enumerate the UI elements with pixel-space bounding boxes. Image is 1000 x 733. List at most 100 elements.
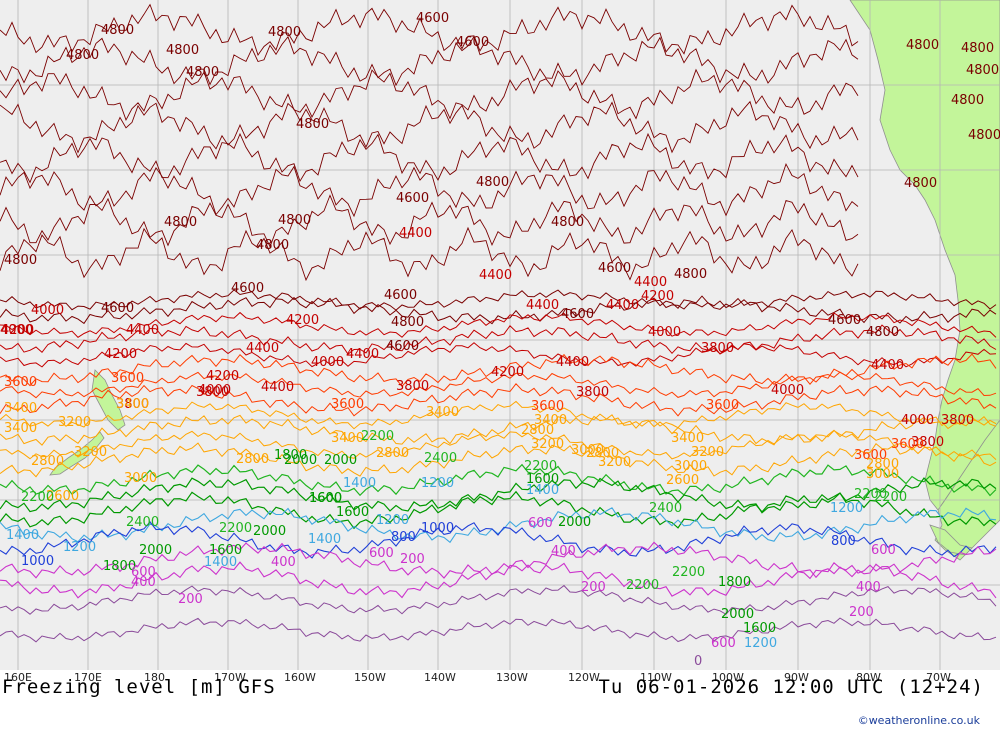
- contour-value-label: 1400: [308, 532, 341, 547]
- site-credit[interactable]: ©weatheronline.co.uk: [857, 714, 980, 727]
- contour-line: [0, 226, 859, 282]
- contour-line: [0, 541, 997, 579]
- contour-value-label: 2000: [721, 607, 754, 622]
- contour-line: [0, 584, 997, 615]
- contour-value-label: 2200: [626, 578, 659, 593]
- contour-value-label: 1200: [376, 513, 409, 528]
- contour-value-label: 1600: [336, 505, 369, 520]
- contour-line: [0, 521, 997, 559]
- contour-value-label: 2200: [361, 429, 394, 444]
- contour-value-label: 4000: [0, 323, 33, 338]
- contour-value-label: 2800: [586, 446, 619, 461]
- contour-value-label: 3600: [854, 448, 887, 463]
- contour-value-label: 200: [849, 605, 874, 620]
- contour-value-label: 600: [711, 636, 736, 651]
- contour-value-label: 3800: [196, 385, 229, 400]
- contour-value-label: 2200: [672, 565, 705, 580]
- contour-value-label: 4000: [311, 355, 344, 370]
- contour-value-label: 2000: [324, 453, 357, 468]
- lat-lon-grid: [0, 0, 1000, 670]
- contour-value-label: 3400: [4, 421, 37, 436]
- contour-value-label: 4800: [476, 175, 509, 190]
- contour-value-label: 4800: [904, 176, 937, 191]
- longitude-tick-label: 80W: [856, 671, 881, 684]
- longitude-tick-label: 180: [144, 671, 165, 684]
- contour-value-label: 3400: [116, 397, 149, 412]
- contour-value-label: 4800: [551, 215, 584, 230]
- contour-value-label: 4000: [901, 413, 934, 428]
- contour-value-label: 3800: [701, 341, 734, 356]
- contour-value-label: 4400: [126, 323, 159, 338]
- contour-value-label: 4200: [104, 347, 137, 362]
- longitude-tick-label: 130W: [496, 671, 528, 684]
- contour-value-label: 800: [831, 534, 856, 549]
- contour-value-label: 3800: [576, 385, 609, 400]
- contour-value-label: 4600: [101, 301, 134, 316]
- contour-value-label: 4200: [641, 289, 674, 304]
- contour-line: [0, 194, 859, 248]
- contour-value-label: 1400: [204, 555, 237, 570]
- contour-line: [0, 617, 997, 643]
- contour-value-label: 4800: [278, 213, 311, 228]
- contour-value-label: 3600: [891, 437, 924, 452]
- contour-line: [0, 295, 997, 325]
- contour-value-label: 1400: [343, 476, 376, 491]
- contour-value-label: 4600: [456, 35, 489, 50]
- contour-value-label: 4800: [166, 43, 199, 58]
- contour-value-label: 1600: [309, 491, 342, 506]
- contour-value-label: 1600: [743, 621, 776, 636]
- contour-value-label: 2600: [666, 473, 699, 488]
- contour-value-label: 4600: [231, 281, 264, 296]
- contour-value-label: 4400: [261, 380, 294, 395]
- contour-value-label: 200: [581, 580, 606, 595]
- contour-value-label: 4400: [526, 298, 559, 313]
- contour-value-label: 4000: [31, 303, 64, 318]
- contour-value-label: 4600: [561, 307, 594, 322]
- contour-value-label: 4600: [828, 313, 861, 328]
- contour-value-label: 2200: [874, 490, 907, 505]
- contour-value-label: 3200: [691, 445, 724, 460]
- contour-value-label: 2800: [236, 452, 269, 467]
- contour-value-label: 4200: [206, 369, 239, 384]
- land-new-zealand-south: [49, 431, 105, 476]
- contour-value-label: 200: [400, 552, 425, 567]
- contour-line: [0, 429, 997, 460]
- contour-value-label: 4400: [346, 347, 379, 362]
- contour-value-label: 3400: [671, 431, 704, 446]
- contour-labels: 4600 4800 4800 4800 4800 4600 4800 4800 4800 4800…: [0, 11, 1000, 669]
- contour-value-label: 800: [391, 530, 416, 545]
- longitude-tick-label: 90W: [784, 671, 809, 684]
- contour-value-label: 1000: [21, 554, 54, 569]
- contour-value-label: 4800: [866, 325, 899, 340]
- contour-line: [0, 477, 997, 514]
- longitude-tick-label: 110W: [640, 671, 672, 684]
- contour-value-label: 3200: [74, 445, 107, 460]
- contour-value-label: 4800: [101, 23, 134, 38]
- contour-value-label: 4800: [961, 41, 994, 56]
- contour-value-label: 3200: [58, 415, 91, 430]
- contour-value-label: 3600: [4, 375, 37, 390]
- contour-value-label: 400: [271, 555, 296, 570]
- contour-value-label: 2000: [139, 543, 172, 558]
- contour-value-label: 3400: [426, 405, 459, 420]
- contour-value-label: 4000: [198, 383, 231, 398]
- contour-value-label: 3600: [331, 397, 364, 412]
- contour-value-label: 4600: [416, 11, 449, 26]
- contour-value-label: 4600: [386, 339, 419, 354]
- contour-line: [0, 100, 859, 154]
- map-title: Freezing level [m] GFS: [2, 676, 276, 698]
- contour-value-label: 3200: [598, 455, 631, 470]
- contour-value-label: 1800: [274, 448, 307, 463]
- contour-value-label: 4400: [556, 355, 589, 370]
- map-timestamp: Tu 06-01-2026 12:00 UTC (12+24): [598, 676, 984, 698]
- contour-line: [0, 162, 859, 218]
- contour-value-label: 4200: [1, 323, 34, 338]
- contour-line: [0, 371, 997, 399]
- contour-value-label: 1800: [718, 575, 751, 590]
- contour-value-label: 400: [131, 575, 156, 590]
- contour-line: [0, 561, 997, 599]
- contour-value-label: 4800: [256, 238, 289, 253]
- contour-value-label: 1200: [63, 540, 96, 555]
- contour-value-label: 4400: [399, 226, 432, 241]
- contour-value-label: 3800: [911, 435, 944, 450]
